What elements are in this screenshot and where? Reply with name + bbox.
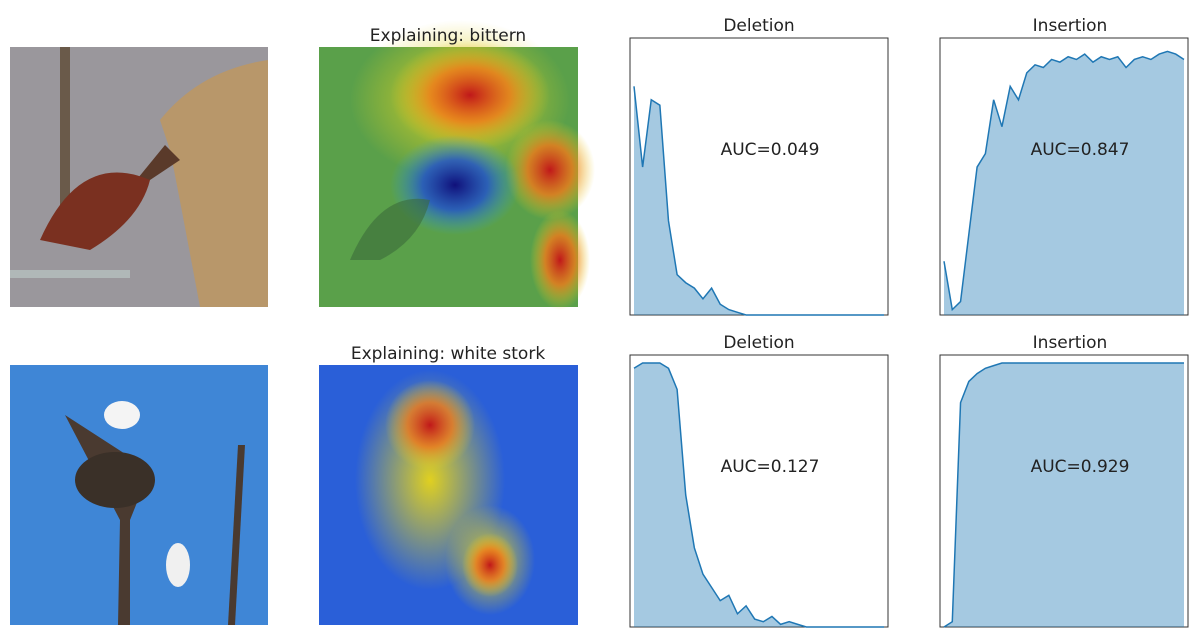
area-fill — [634, 363, 884, 627]
chart-title: Deletion — [723, 333, 794, 353]
area-fill — [634, 86, 884, 315]
photo — [10, 365, 268, 625]
plot-frame — [629, 37, 889, 316]
chart-title: Insertion — [1033, 16, 1108, 36]
photo — [10, 47, 268, 307]
plot-frame — [939, 37, 1189, 316]
heatmap — [319, 365, 578, 625]
annotation: AUC=0.847 — [1031, 140, 1130, 160]
annotation: AUC=0.049 — [721, 140, 820, 160]
heatmap-title: Explaining: white stork — [351, 344, 545, 364]
area-fill — [944, 363, 1184, 627]
line — [633, 86, 884, 316]
line — [943, 362, 1184, 628]
chart-title: Deletion — [723, 16, 794, 36]
line — [633, 362, 884, 628]
annotation: AUC=0.929 — [1031, 457, 1130, 477]
plot-frame — [629, 354, 889, 628]
plot-frame — [939, 354, 1189, 628]
heatmap — [319, 20, 595, 310]
annotation: AUC=0.127 — [721, 457, 820, 477]
line — [943, 50, 1185, 312]
chart-title: Insertion — [1033, 333, 1108, 353]
heatmap-title: Explaining: bittern — [370, 26, 526, 46]
